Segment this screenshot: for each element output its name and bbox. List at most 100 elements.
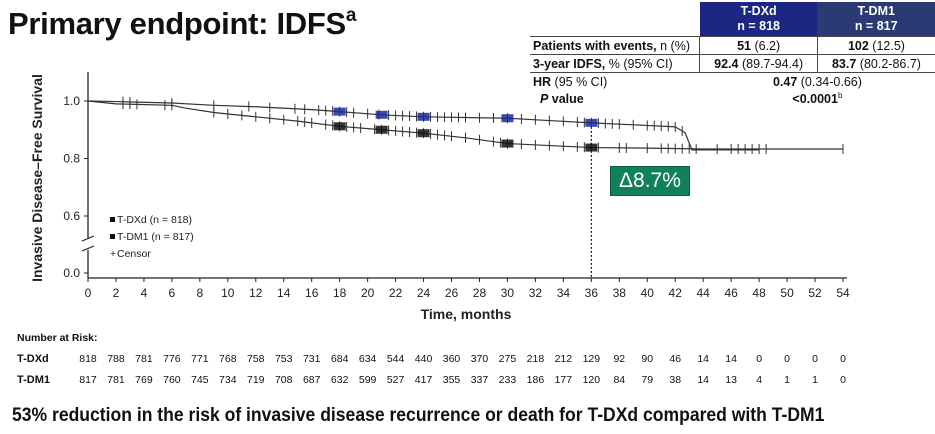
x-tick-label: 4 [141,286,148,300]
risk-count-t-dm1: 734 [219,374,237,386]
risk-count-t-dm1: 745 [191,374,209,386]
risk-count-t-dxd: 14 [725,353,737,365]
risk-count-t-dm1: 599 [358,374,377,386]
x-tick-label: 22 [389,286,403,300]
risk-count-t-dm1: 527 [386,374,405,386]
y-axis-label: Invasive Disease–Free Survival [29,74,45,282]
x-tick-label: 2 [113,286,120,300]
x-tick-label: 14 [277,286,291,300]
risk-count-t-dm1: 817 [79,374,97,386]
x-tick-label: 24 [417,286,431,300]
risk-count-t-dm1: 38 [669,374,682,386]
risk-count-t-dm1: 177 [554,374,573,386]
censor-cluster-t-dm1 [585,143,598,152]
risk-count-t-dm1: 719 [247,374,265,386]
x-tick-label: 44 [697,286,711,300]
risk-count-t-dm1: 4 [756,374,763,386]
legend-marker-tdm1 [110,234,115,239]
risk-count-t-dxd: 275 [498,353,517,365]
risk-count-t-dxd: 0 [784,353,790,365]
row-p-value: P value <0.0001b [539,90,843,107]
y-tick-label: 0.6 [63,209,80,223]
risk-count-t-dm1: 687 [302,374,321,386]
risk-label-tdxd: T-DXd [17,353,49,365]
risk-count-t-dm1: 769 [135,374,153,386]
risk-count-t-dm1: 0 [840,374,846,386]
risk-count-t-dxd: 212 [554,353,573,365]
x-tick-label: 38 [613,286,627,300]
legend-tdm1: T-DM1 (n = 817) [117,231,194,243]
legend-censor-icon: + [110,248,116,260]
risk-count-t-dxd: 544 [386,353,405,365]
row-hr: HR (95 % CI) 0.47 (0.34-0.66) [530,72,935,90]
censor-cluster-t-dxd [417,112,430,121]
x-tick-label: 32 [529,286,543,300]
legend-censor: Censor [117,248,151,260]
x-tick-label: 40 [641,286,655,300]
header-tdm1: T-DM1 n = 817 [817,2,935,37]
risk-count-t-dxd: 0 [756,353,763,365]
x-tick-label: 16 [305,286,319,300]
risk-count-t-dxd: 731 [302,353,321,365]
risk-count-t-dm1: 417 [414,374,433,386]
x-tick-label: 46 [724,286,738,300]
risk-count-t-dm1: 120 [582,374,601,386]
censor-cluster-t-dm1 [333,122,346,131]
risk-count-t-dm1: 1 [784,374,790,386]
risk-count-t-dxd: 776 [163,353,181,365]
x-tick-label: 48 [752,286,766,300]
x-tick-label: 12 [249,286,263,300]
slide-title: Primary endpoint: IDFSa [8,4,357,42]
x-tick-label: 0 [85,286,92,300]
risk-count-t-dxd: 0 [812,353,818,365]
censor-cluster-t-dxd [585,118,598,127]
x-tick-label: 34 [557,286,571,300]
risk-count-t-dm1: 781 [107,374,125,386]
risk-count-t-dm1: 355 [442,374,461,386]
axis-break-mark [81,235,95,242]
censor-cluster-t-dxd [375,110,388,119]
row-3yr-idfs: 3-year IDFS, % (95% CI) 92.4 (89.7-94.4)… [530,54,935,73]
stats-table: T-DXd n = 818 T-DM1 n = 817 Patients with … [530,2,935,107]
censor-cluster-t-dxd [333,107,346,116]
risk-count-t-dm1: 13 [725,374,737,386]
x-tick-label: 20 [361,286,375,300]
risk-count-t-dxd: 781 [135,353,153,365]
legend-tdxd: T-DXd (n = 818) [117,214,192,226]
axis-break-mark [81,245,95,252]
title-footnote: a [345,4,357,26]
censor-cluster-t-dm1 [375,125,388,134]
censor-cluster-t-dm1 [501,139,514,148]
censor-cluster-t-dm1 [417,129,430,138]
risk-count-t-dm1: 233 [498,374,517,386]
x-tick-label: 54 [836,286,850,300]
x-tick-label: 8 [197,286,204,300]
risk-count-t-dxd: 634 [358,353,377,365]
x-tick-label: 50 [780,286,794,300]
x-tick-label: 28 [473,286,487,300]
header-tdxd: T-DXd n = 818 [699,2,818,37]
x-tick-label: 52 [808,286,822,300]
x-tick-label: 26 [445,286,459,300]
risk-count-t-dxd: 90 [641,353,654,365]
x-tick-label: 6 [169,286,176,300]
risk-count-t-dxd: 684 [330,353,349,365]
risk-count-t-dm1: 79 [641,374,654,386]
x-tick-label: 36 [585,286,599,300]
risk-count-t-dxd: 758 [247,353,265,365]
risk-count-t-dxd: 14 [697,353,710,365]
delta-badge: Δ8.7% [610,166,690,196]
risk-count-t-dxd: 753 [274,353,293,365]
risk-count-t-dxd: 788 [107,353,125,365]
row-events: Patients with events, n (%) 51 (6.2) 102… [530,36,935,55]
x-axis-label: Time, months [421,306,512,322]
risk-count-t-dm1: 84 [613,374,626,386]
number-at-risk-title: Number at Risk: [17,332,98,344]
risk-count-t-dm1: 1 [812,374,818,386]
risk-count-t-dxd: 440 [414,353,433,365]
y-tick-label: 0.0 [63,266,80,280]
y-tick-label: 0.8 [63,152,80,166]
risk-count-t-dxd: 46 [669,353,682,365]
risk-count-t-dxd: 771 [191,353,209,365]
risk-count-t-dm1: 708 [274,374,293,386]
